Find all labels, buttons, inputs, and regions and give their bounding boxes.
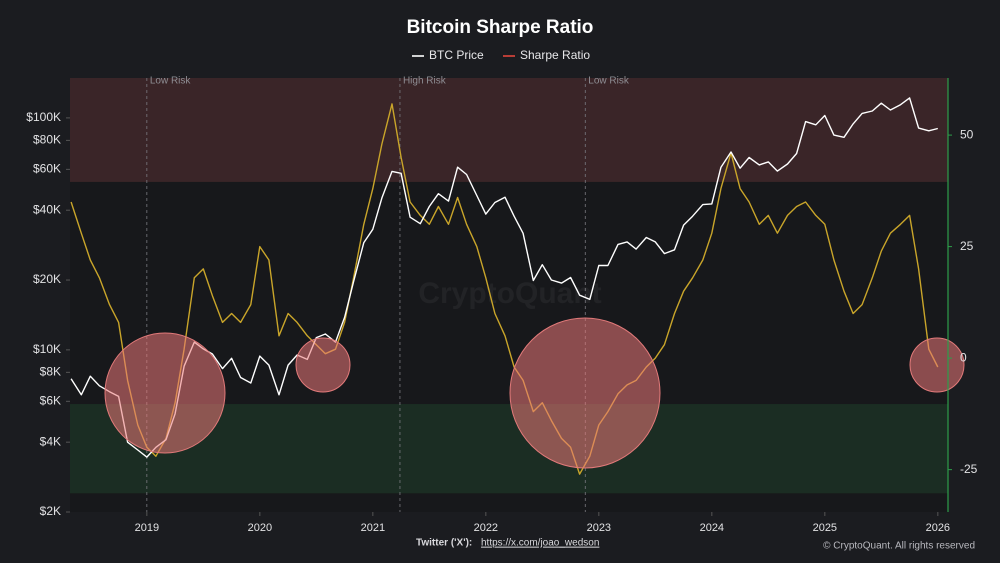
lines [70, 97, 939, 475]
series-line [70, 97, 938, 458]
legend-label: BTC Price [429, 48, 484, 62]
legend-label: Sharpe Ratio [520, 48, 590, 62]
x-tick-label: 2021 [361, 522, 385, 534]
copyright: © CryptoQuant. All rights reserved [823, 541, 975, 552]
x-tick-label: 2024 [700, 522, 724, 534]
highlight-circle [104, 332, 226, 454]
x-tick-label: 2025 [813, 522, 837, 534]
y-tick-label: $10K [33, 342, 61, 356]
highlight-circle [909, 337, 965, 393]
y2-tick-label: 0 [960, 350, 967, 364]
y-tick-label: $8K [40, 365, 61, 379]
x-tick-label: 2026 [926, 522, 950, 534]
bands [70, 78, 948, 512]
y-tick-label: $20K [33, 272, 61, 286]
y-tick-label: $6K [40, 393, 61, 407]
source-label: Twitter ('X'): [416, 538, 472, 549]
risk-band [70, 78, 948, 182]
highlights [104, 317, 965, 469]
x-tick-label: 2019 [135, 522, 159, 534]
y2-tick-label: -25 [960, 462, 978, 476]
y2-tick-label: 25 [960, 239, 974, 253]
y-tick-label: $100K [26, 110, 61, 124]
y-tick-label: $80K [33, 133, 61, 147]
x-tick-label: 2023 [587, 522, 611, 534]
annotation-label: Low Risk [588, 76, 630, 87]
chart-title: Bitcoin Sharpe Ratio [407, 17, 594, 38]
y-tick-label: $40K [33, 202, 61, 216]
watermark: CryptoQuant [418, 277, 601, 310]
y-tick-label: $4K [40, 434, 61, 448]
x-tick-label: 2022 [474, 522, 498, 534]
annotation-label: Low Risk [150, 76, 192, 87]
highlight-circle [295, 337, 351, 393]
series-line [70, 103, 939, 475]
annotation-label: High Risk [403, 76, 447, 87]
source-link[interactable]: https://x.com/joao_wedson [481, 538, 599, 549]
labels: Low Risk High Risk Low Risk $2K $4K $6K $8K $10… [26, 48, 977, 534]
x-tick-label: 2020 [248, 522, 272, 534]
highlight-circle [509, 317, 661, 469]
y-tick-label: $60K [33, 162, 61, 176]
y-tick-label: $2K [40, 504, 61, 518]
y2-tick-label: 50 [960, 127, 974, 141]
